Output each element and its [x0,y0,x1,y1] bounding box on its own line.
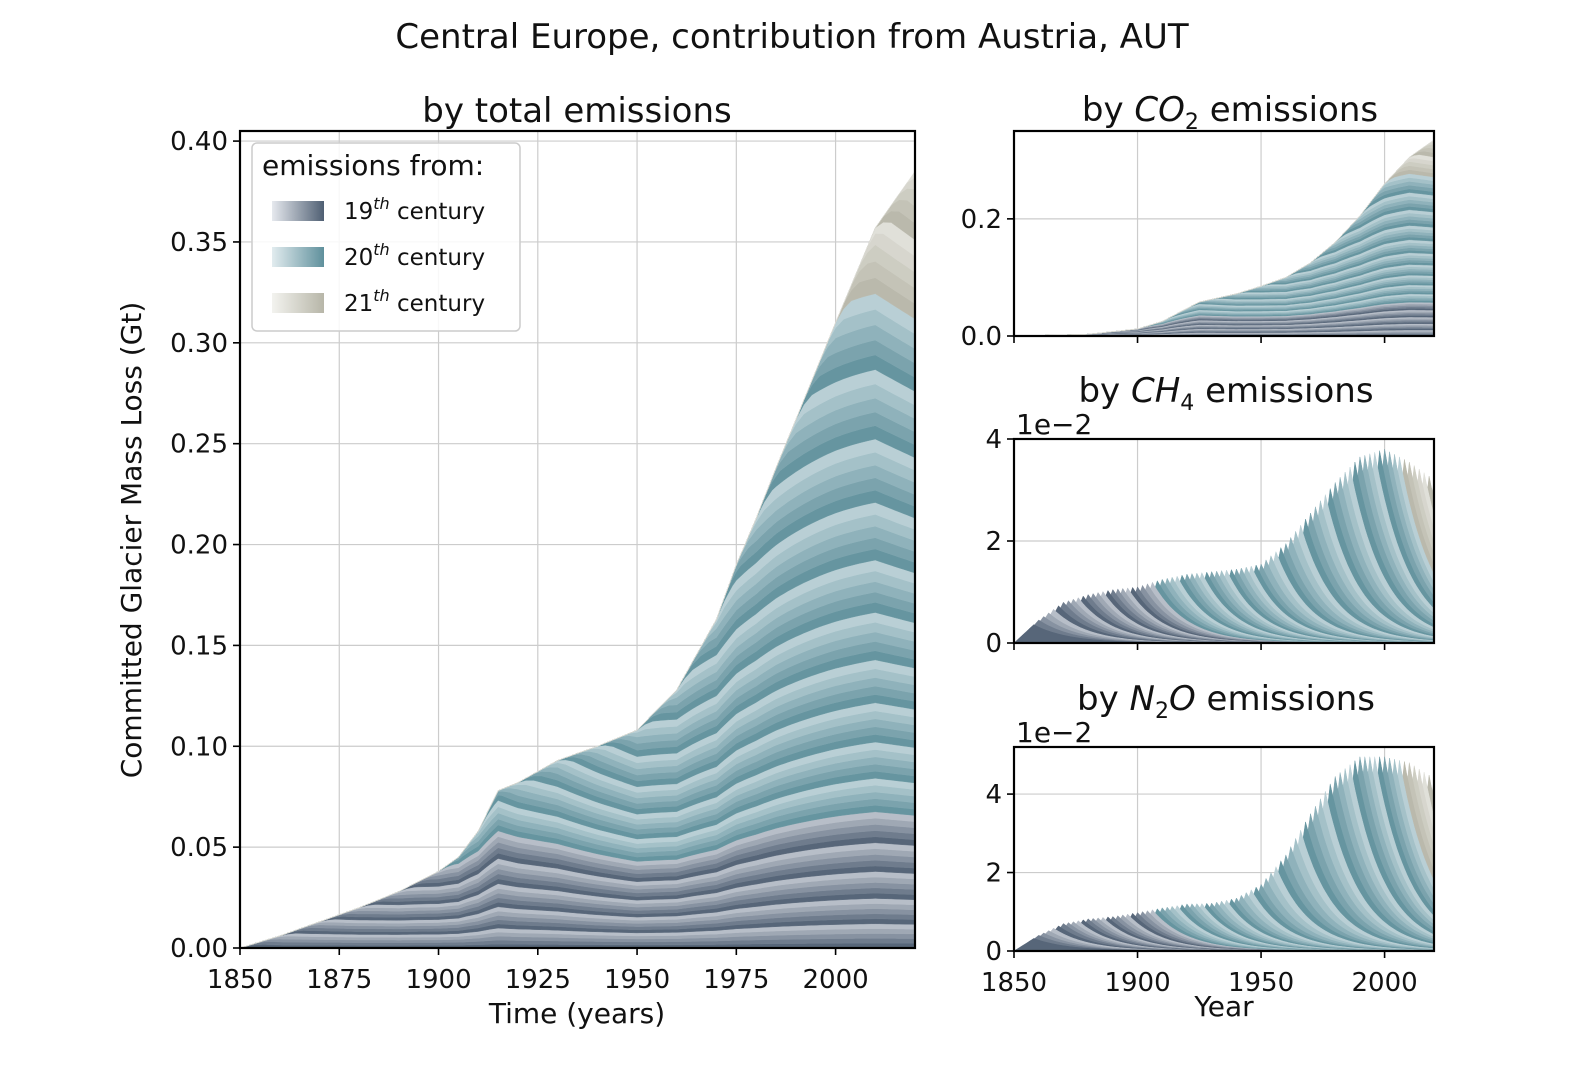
legend: emissions from: 19th century 20th centur… [251,142,521,332]
main-ytick-label: 0.40 [170,127,228,157]
main-ytick-label: 0.35 [170,228,228,258]
main-ytick-label: 0.05 [170,833,228,863]
main-ylabel: Committed Glacier Mass Loss (Gt) [115,302,148,779]
n2o-xtick-label: 1850 [981,968,1047,998]
n2o-ytick-label: 4 [985,780,1002,810]
co2-ytick-label: 0.0 [961,322,1002,352]
legend-title: emissions from: [262,149,484,182]
main-xtick-label: 1975 [703,965,769,995]
n2o-xlabel: Year [1193,990,1254,1023]
ch4-ticks: 0 2 4 [985,425,1386,659]
main-ytick-label: 0.30 [170,329,228,359]
n2o-title: by N2O emissions [1077,679,1375,724]
main-ytick-label: 0.25 [170,430,228,460]
ch4-ytick-label: 2 [985,527,1002,557]
legend-label-21st: 21th century [344,286,485,317]
main-xtick-label: 2000 [803,965,869,995]
main-ytick-label: 0.20 [170,531,228,561]
main-xtick-label: 1925 [505,965,571,995]
legend-label-19th: 19th century [344,194,485,225]
co2-ytick-label: 0.2 [961,205,1002,235]
legend-label-20th: 20th century [344,240,485,271]
main-xlabel: Time (years) [488,997,665,1030]
main-ytick-label: 0.15 [170,631,228,661]
ch4-ytick-label: 4 [985,425,1002,455]
main-xtick-label: 1950 [604,965,670,995]
legend-swatch-20th [272,247,324,267]
co2-panel: by CO2 emissions 0.0 0.2 [961,90,1436,352]
figure-suptitle: Central Europe, contribution from Austri… [395,17,1188,57]
legend-swatch-21st [272,293,324,313]
ch4-panel: by CH4 emissions 1e−2 0 2 4 [985,371,1436,659]
ch4-emission-pulses [1013,449,1435,644]
n2o-offset-text: 1e−2 [1016,716,1092,749]
n2o-ytick-label: 0 [985,937,1002,967]
n2o-axes-frame [1012,745,1436,953]
main-ytick-label: 0.00 [170,934,228,964]
main-ytick-label: 0.10 [170,732,228,762]
main-xtick-label: 1900 [405,965,471,995]
n2o-ticks: 1850 1900 1950 2000 0 2 4 [981,780,1418,998]
co2-ticks: 0.0 0.2 [961,205,1386,352]
n2o-xtick-label: 1900 [1104,968,1170,998]
main-ticks: 1850 1875 1900 1925 1950 1975 2000 0.00 0.05 0.10… [170,127,869,995]
n2o-ytick-label: 2 [985,859,1002,889]
n2o-panel: by N2O emissions 1e−2 1850 1900 1950 2000 0 2… [981,679,1436,1023]
main-axes-frame [238,129,917,950]
main-title: by total emissions [422,91,732,131]
main-xtick-label: 1875 [306,965,372,995]
ch4-ytick-label: 0 [985,629,1002,659]
main-panel: by total emissions 1850 1875 1900 1925 1950 1… [115,91,917,1030]
main-xtick-label: 1850 [207,965,273,995]
n2o-xtick-label: 1950 [1228,968,1294,998]
co2-title: by CO2 emissions [1082,90,1378,135]
legend-box [251,142,521,332]
n2o-xtick-label: 2000 [1352,968,1418,998]
ch4-title: by CH4 emissions [1078,371,1373,416]
legend-swatch-19th [272,201,324,221]
co2-stacked-bands [1013,139,1435,337]
co2-axes-frame [1012,129,1436,338]
ch4-offset-text: 1e−2 [1016,408,1092,441]
n2o-emission-pulses [1013,756,1435,952]
